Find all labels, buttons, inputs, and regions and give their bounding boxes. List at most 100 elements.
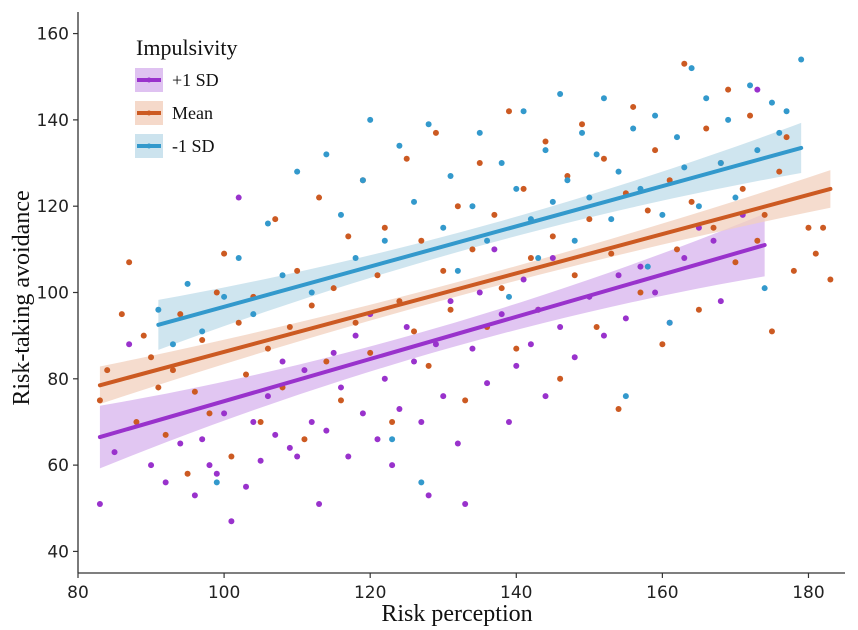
data-point (739, 185, 746, 192)
data-point (747, 82, 754, 89)
data-point (432, 129, 439, 136)
regression-line-minus-1-sd (156, 145, 804, 327)
data-point (520, 276, 527, 283)
data-point (505, 418, 512, 425)
data-point (308, 289, 315, 296)
data-point (272, 431, 279, 438)
data-point (542, 393, 549, 400)
data-point (615, 406, 622, 413)
data-point (111, 449, 118, 456)
data-point (308, 302, 315, 309)
data-point (96, 500, 103, 507)
y-tick-label: 140 (37, 111, 69, 131)
data-point (221, 293, 228, 300)
data-point (571, 354, 578, 361)
data-point (513, 345, 520, 352)
data-point (491, 246, 498, 253)
x-tick-label: 160 (646, 583, 678, 603)
data-point (396, 142, 403, 149)
data-point (469, 246, 476, 253)
data-point (622, 393, 629, 400)
x-axis: 80 100 120 140 160 180 (67, 572, 845, 603)
data-point (476, 289, 483, 296)
data-point (177, 311, 184, 318)
data-point (725, 86, 732, 93)
data-point (126, 341, 133, 348)
data-point (389, 436, 396, 443)
data-point (374, 436, 381, 443)
data-point (462, 500, 469, 507)
data-point (484, 380, 491, 387)
legend-dot (146, 77, 152, 83)
data-point (571, 272, 578, 279)
data-point (542, 138, 549, 145)
data-point (681, 60, 688, 67)
data-point (615, 168, 622, 175)
legend-label: Mean (172, 103, 213, 123)
data-point (776, 168, 783, 175)
data-point (725, 116, 732, 123)
data-point (148, 354, 155, 361)
data-point (367, 349, 374, 356)
y-ticks: 40 60 80 100 120 140 160 (37, 25, 78, 562)
confidence-bands (99, 122, 831, 469)
data-point (235, 194, 242, 201)
data-point (206, 462, 213, 469)
data-point (579, 121, 586, 128)
data-point (257, 418, 264, 425)
data-point (505, 108, 512, 115)
data-point (118, 311, 125, 318)
data-point (469, 203, 476, 210)
data-point (608, 250, 615, 257)
data-point (199, 436, 206, 443)
data-point (359, 177, 366, 184)
data-point (191, 492, 198, 499)
data-point (542, 147, 549, 154)
data-point (403, 324, 410, 331)
legend-dot (146, 143, 152, 149)
data-point (695, 203, 702, 210)
data-point (418, 479, 425, 486)
data-point (133, 418, 140, 425)
data-point (557, 324, 564, 331)
data-point (411, 358, 418, 365)
legend-dot (146, 110, 152, 116)
data-point (754, 237, 761, 244)
data-point (169, 341, 176, 348)
data-point (484, 237, 491, 244)
data-point (798, 56, 805, 63)
y-axis: 40 60 80 100 120 140 160 (37, 12, 79, 573)
data-point (652, 289, 659, 296)
data-point (549, 254, 556, 261)
data-point (768, 328, 775, 335)
data-point (754, 147, 761, 154)
data-point (637, 289, 644, 296)
data-point (571, 237, 578, 244)
data-point (783, 134, 790, 141)
data-point (652, 112, 659, 119)
data-point (352, 332, 359, 339)
data-point (191, 388, 198, 395)
data-point (513, 185, 520, 192)
data-point (666, 319, 673, 326)
data-point (104, 367, 111, 374)
x-ticks: 80 100 120 140 160 180 (67, 573, 825, 603)
data-point (294, 168, 301, 175)
data-point (681, 254, 688, 261)
data-point (600, 95, 607, 102)
data-point (447, 298, 454, 305)
y-tick-label: 80 (47, 370, 69, 390)
data-point (754, 86, 761, 93)
data-point (177, 440, 184, 447)
data-point (630, 103, 637, 110)
x-tick-label: 120 (354, 583, 386, 603)
data-point (330, 285, 337, 292)
data-point (228, 518, 235, 525)
data-point (389, 418, 396, 425)
data-point (213, 479, 220, 486)
data-point (527, 341, 534, 348)
y-tick-label: 120 (37, 197, 69, 217)
data-point (688, 198, 695, 205)
data-point (659, 341, 666, 348)
data-point (535, 254, 542, 261)
